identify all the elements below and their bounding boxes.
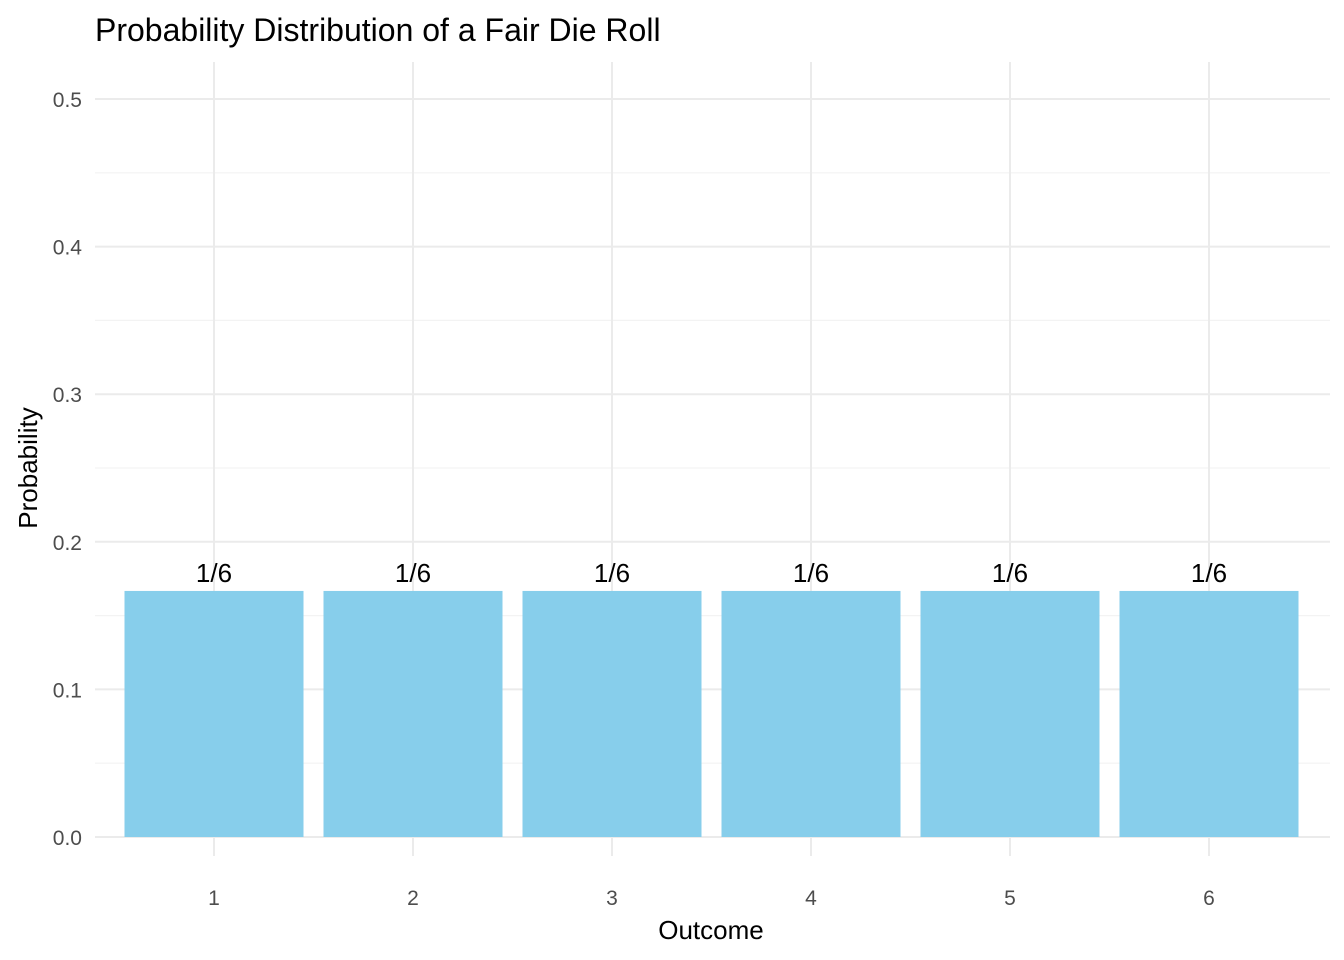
y-axis-title: Probability bbox=[13, 407, 43, 528]
bar-value-label: 1/6 bbox=[395, 558, 431, 588]
x-tick-label: 3 bbox=[606, 887, 618, 910]
bar-value-label: 1/6 bbox=[992, 558, 1028, 588]
y-tick-label: 0.5 bbox=[53, 89, 82, 112]
y-tick-label: 0.3 bbox=[53, 384, 82, 407]
y-tick-label: 0.4 bbox=[53, 237, 83, 260]
bar-value-label: 1/6 bbox=[594, 558, 630, 588]
y-tick-label: 0.1 bbox=[53, 679, 82, 702]
y-axis-ticks: 0.0 0.1 0.2 0.3 0.4 0.5 bbox=[53, 89, 83, 850]
x-tick-label: 6 bbox=[1203, 887, 1215, 910]
bar-outcome-2 bbox=[323, 590, 503, 837]
bar-value-label: 1/6 bbox=[793, 558, 829, 588]
x-tick-label: 2 bbox=[407, 887, 419, 910]
bar-outcome-4 bbox=[721, 590, 901, 837]
bar-value-label: 1/6 bbox=[1191, 558, 1227, 588]
bar-value-label: 1/6 bbox=[196, 558, 232, 588]
bar-outcome-3 bbox=[522, 590, 702, 837]
x-axis-title: Outcome bbox=[658, 915, 764, 945]
x-tick-label: 4 bbox=[805, 887, 817, 910]
y-tick-label: 0.2 bbox=[53, 532, 82, 555]
y-tick-label: 0.0 bbox=[53, 827, 82, 850]
bar-outcome-5 bbox=[920, 590, 1100, 837]
bars bbox=[124, 590, 1299, 837]
x-tick-label: 5 bbox=[1004, 887, 1016, 910]
bar-outcome-1 bbox=[124, 590, 304, 837]
chart-title: Probability Distribution of a Fair Die R… bbox=[95, 12, 661, 48]
data-labels: 1/6 1/6 1/6 1/6 1/6 1/6 bbox=[196, 558, 1227, 588]
bar-outcome-6 bbox=[1119, 590, 1299, 837]
x-axis-ticks: 1 2 3 4 5 6 bbox=[208, 887, 1215, 910]
x-tick-label: 1 bbox=[208, 887, 220, 910]
